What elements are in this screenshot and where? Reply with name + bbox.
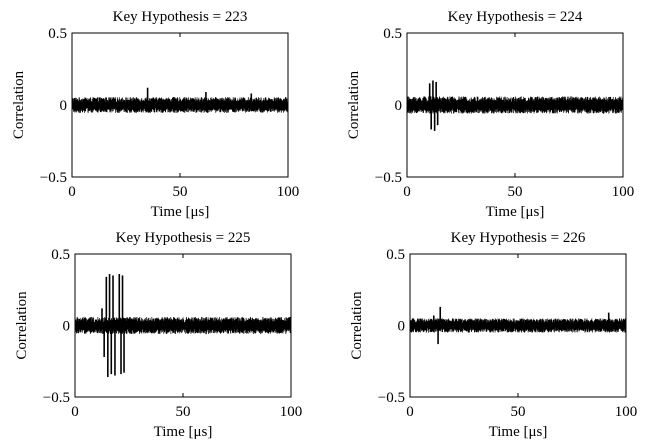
y-axis-label: Correlation xyxy=(11,70,27,139)
correlation-trace xyxy=(72,97,288,113)
y-tick-label: −0.5 xyxy=(43,390,70,406)
x-tick-label: 100 xyxy=(280,404,303,420)
y-tick-label: 0 xyxy=(398,319,406,335)
y-axis-label: Correlation xyxy=(14,291,30,360)
x-axis-label: Time [μs] xyxy=(151,204,210,220)
y-axis-label: Correlation xyxy=(349,291,365,360)
y-tick-label: 0.5 xyxy=(48,26,67,42)
x-tick-label: 100 xyxy=(612,184,635,200)
x-tick-label: 0 xyxy=(406,404,414,420)
y-tick-label: 0.5 xyxy=(386,247,405,263)
chart-title: Key Hypothesis = 225 xyxy=(116,230,251,246)
chart-title: Key Hypothesis = 226 xyxy=(451,230,586,246)
y-axis-label: Correlation xyxy=(346,70,362,139)
y-tick-label: −0.5 xyxy=(40,170,67,186)
x-axis-label: Time [μs] xyxy=(489,424,548,440)
y-tick-label: 0 xyxy=(60,98,68,114)
x-tick-label: 0 xyxy=(68,184,76,200)
x-tick-label: 100 xyxy=(277,184,300,200)
correlation-trace xyxy=(407,96,623,114)
x-axis-label: Time [μs] xyxy=(486,204,545,220)
correlation-trace xyxy=(410,318,626,333)
y-tick-label: 0.5 xyxy=(383,26,402,42)
chart-panel-4: Key Hypothesis = 226 Correlation Time [μs]… xyxy=(349,230,637,440)
x-tick-label: 50 xyxy=(508,184,523,200)
chart-panel-3: Key Hypothesis = 225 Correlation Time [μs]… xyxy=(14,230,302,440)
x-tick-label: 0 xyxy=(71,404,79,420)
chart-panel-1: Key Hypothesis = 223 Correlation Time [μs]… xyxy=(11,9,299,220)
chart-panel-2: Key Hypothesis = 224 Correlation Time [μs]… xyxy=(346,9,634,220)
y-tick-label: 0.5 xyxy=(51,247,70,263)
x-tick-label: 0 xyxy=(403,184,411,200)
x-tick-label: 50 xyxy=(173,184,188,200)
y-tick-label: 0 xyxy=(63,319,71,335)
x-axis-label: Time [μs] xyxy=(154,424,213,440)
y-tick-label: 0 xyxy=(395,98,403,114)
x-tick-label: 50 xyxy=(511,404,526,420)
y-tick-label: −0.5 xyxy=(375,170,402,186)
x-tick-label: 100 xyxy=(615,404,638,420)
chart-title: Key Hypothesis = 223 xyxy=(113,9,248,25)
y-tick-label: −0.5 xyxy=(378,390,405,406)
x-tick-label: 50 xyxy=(176,404,191,420)
chart-title: Key Hypothesis = 224 xyxy=(448,9,583,25)
